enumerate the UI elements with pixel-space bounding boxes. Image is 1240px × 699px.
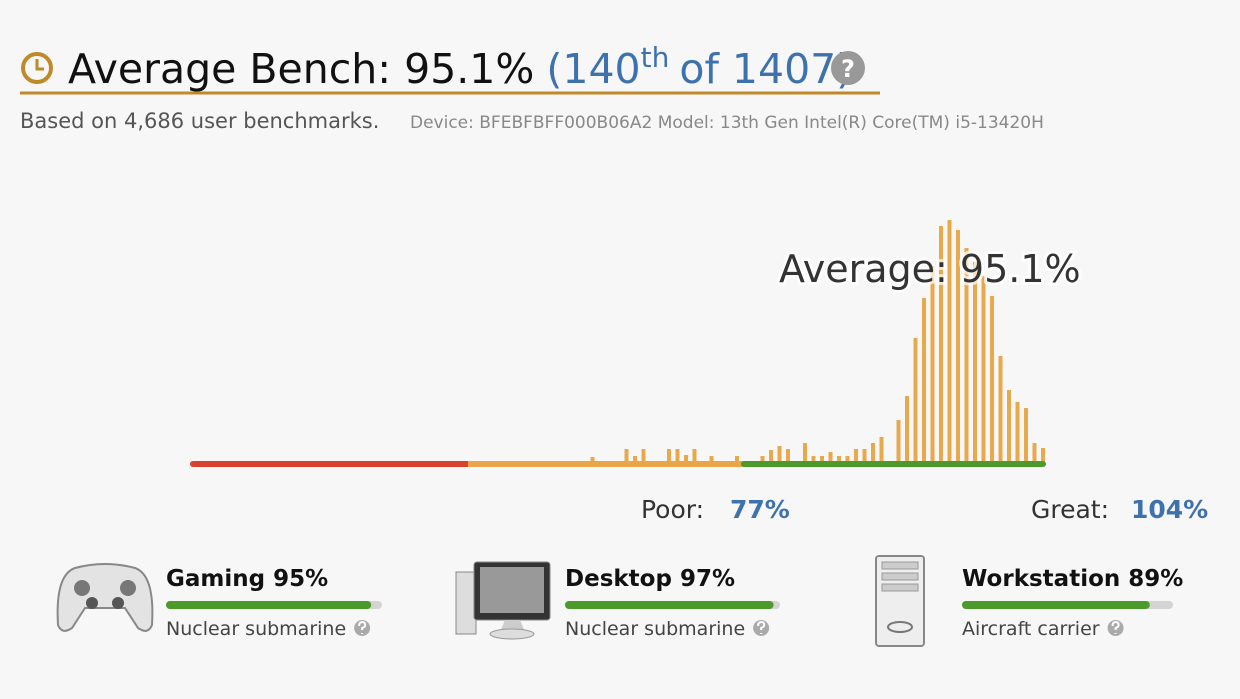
histogram-bar [777, 446, 782, 462]
histogram-bar [964, 248, 969, 462]
histogram-bar [1041, 448, 1045, 462]
title: Average Bench: 95.1% (140th of 1407) [68, 41, 852, 93]
histogram-bar [913, 338, 918, 462]
gamepad-icon [56, 563, 154, 632]
histogram-bar [947, 220, 952, 462]
category-title: Gaming 95% [166, 566, 328, 592]
histogram-bar [624, 449, 629, 462]
score-bar [962, 601, 1150, 609]
histogram-bar [1015, 402, 1020, 462]
category-tier: Nuclear submarine [166, 618, 346, 640]
desktop-icon [455, 561, 551, 640]
rank: (140 [546, 45, 640, 93]
histogram-bar [930, 266, 935, 462]
histogram-bar [590, 457, 595, 462]
histogram-bar [675, 449, 680, 462]
help-mark [358, 620, 367, 634]
help-mark [1111, 620, 1120, 634]
histogram-bar [1032, 443, 1037, 462]
histogram-bar [939, 226, 943, 462]
rank-total: of 1407) [679, 45, 852, 93]
rank-suffix: th [641, 41, 670, 74]
histogram-bar [837, 456, 841, 462]
histogram-bar [922, 298, 926, 462]
histogram-bar [828, 452, 833, 462]
histogram-bar [871, 443, 875, 462]
subtitle: Based on 4,686 user benchmarks. [20, 109, 379, 133]
histogram-bar [896, 420, 901, 462]
histogram-bar [854, 449, 858, 462]
histogram-bar [684, 455, 688, 462]
histogram-bar [692, 449, 697, 462]
histogram-bar [879, 437, 884, 462]
histogram-bar [862, 449, 867, 462]
histogram-bar [735, 456, 739, 462]
histogram-bar [811, 456, 816, 462]
histogram-bar [845, 456, 850, 462]
device: Device: BFEBFBFF000B06A2 Model: 13th Gen… [410, 113, 1044, 133]
histogram-bar [667, 449, 671, 462]
category-tier: Aircraft carrier [962, 618, 1100, 640]
title-text: Average Bench: 95.1% [68, 45, 534, 93]
clock-icon [21, 52, 53, 84]
histogram-bar [956, 230, 960, 462]
category-title: Workstation 89% [962, 566, 1183, 592]
histogram-bar [786, 449, 790, 462]
histogram-bar [641, 449, 646, 462]
histogram-bar [990, 296, 994, 462]
histogram-bar [1007, 390, 1011, 462]
histogram-bar [760, 456, 765, 462]
great-value: 104% [1131, 495, 1208, 524]
histogram-bar [905, 396, 909, 462]
workstation-icon [875, 555, 925, 647]
poor-value: 77% [730, 495, 790, 524]
help-icon[interactable]: ? [831, 51, 865, 85]
histogram-bar [633, 456, 637, 462]
average-label: Average: 95.1% [779, 247, 1081, 291]
help-mark [757, 620, 766, 634]
category-title: Desktop 97% [565, 566, 735, 592]
histogram-bar [820, 456, 824, 462]
svg-text:?: ? [841, 55, 855, 83]
histogram-bar [803, 443, 807, 462]
histogram-bar [769, 450, 773, 462]
score-bar [565, 601, 774, 609]
histogram-bar [998, 356, 1003, 462]
score-bar [166, 601, 372, 609]
great-label: Great: [1031, 495, 1109, 524]
histogram-bar [1024, 408, 1028, 462]
category-tier: Nuclear submarine [565, 618, 745, 640]
poor-label: Poor: [641, 495, 704, 524]
histogram-bar [981, 276, 986, 462]
histogram-bar [709, 456, 714, 462]
histogram [590, 220, 1045, 462]
histogram-bar [973, 262, 977, 462]
categories: Gaming 95% Nuclear submarine Desktop 97% Nu… [166, 566, 1183, 640]
